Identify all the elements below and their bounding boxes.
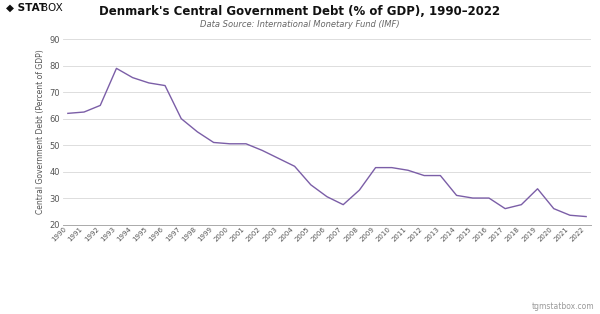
Text: Data Source: International Monetary Fund (IMF): Data Source: International Monetary Fund…: [200, 20, 400, 30]
Text: tgmstatbox.com: tgmstatbox.com: [532, 302, 594, 311]
Text: BOX: BOX: [41, 3, 62, 13]
Text: ◆ STAT: ◆ STAT: [6, 3, 46, 13]
Text: Denmark's Central Government Debt (% of GDP), 1990–2022: Denmark's Central Government Debt (% of …: [100, 5, 500, 18]
Y-axis label: Central Government Debt (Percent of GDP): Central Government Debt (Percent of GDP): [37, 50, 46, 214]
Legend: Denmark: Denmark: [292, 311, 362, 314]
